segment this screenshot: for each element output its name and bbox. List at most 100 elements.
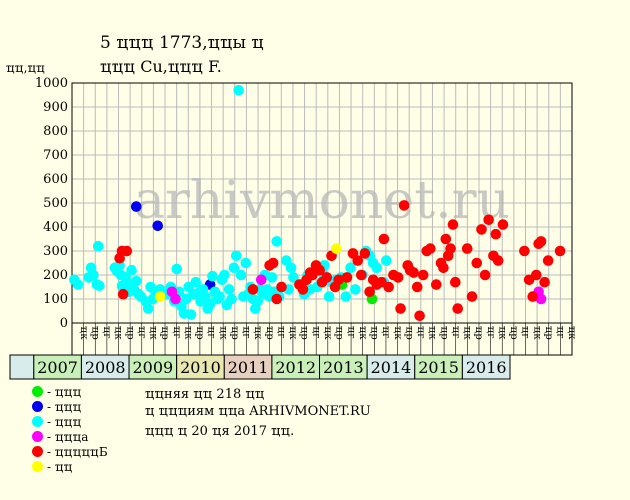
data-point [297, 284, 309, 295]
y-tick-label: 600 [43, 172, 68, 187]
data-point [142, 303, 154, 314]
data-point [126, 264, 137, 276]
x-category-label: ҵг [206, 326, 217, 339]
x-category-label: ҵр [473, 326, 484, 340]
data-point [414, 310, 425, 322]
x-category-label: ҵк [113, 326, 124, 340]
data-point [276, 281, 287, 293]
x-category-label: ҵр [299, 326, 310, 340]
y-tick-label: 300 [43, 244, 68, 259]
y-tick-label: 1000 [35, 76, 68, 91]
data-point [219, 269, 230, 281]
data-point [411, 281, 423, 293]
x-category-label: ҵк [252, 326, 263, 340]
data-point [233, 84, 244, 96]
data-point [330, 243, 342, 254]
data-point [355, 269, 367, 281]
data-point [121, 245, 133, 257]
legend-label: - ҵҵҵ [47, 385, 82, 399]
data-point [447, 219, 459, 230]
x-category-label: ҵр [159, 326, 170, 340]
y-tick-label: 0 [60, 316, 68, 331]
data-point [333, 274, 344, 286]
data-point [154, 291, 166, 302]
legend-swatch [32, 401, 43, 412]
year-label: 2007 [37, 358, 78, 377]
legend-item: - ҵҵҵа [32, 430, 88, 444]
data-point [398, 200, 410, 211]
x-category-label: ҵк [287, 326, 298, 340]
x-category-label: ҵк [496, 326, 507, 340]
x-category-label: ҵг [450, 326, 461, 339]
note-source: ҵ ҵҵҵиям ҵҵа ARHIVMONET.RU [145, 404, 371, 419]
data-point [554, 245, 566, 257]
data-point [492, 255, 504, 266]
data-point [226, 293, 237, 305]
note-date: ҵҵҵ ҵ 20 ҵя 2017 ҵҵ. [145, 424, 295, 439]
data-point [425, 243, 436, 254]
y-axis-label: ҵҵ,ҵҵ [6, 61, 45, 75]
data-point [497, 219, 509, 230]
x-category-label: ҵк [148, 326, 159, 340]
chart-title-line2: ҵҵҵ Cu,ҵҵҵ F. [100, 57, 222, 76]
data-point [255, 274, 267, 286]
data-point [247, 284, 259, 295]
data-point [130, 201, 142, 212]
year-label: 2010 [180, 358, 221, 377]
legend-label: - ҵҵҵ [47, 400, 82, 414]
x-category-label: ҵр [543, 326, 554, 340]
legend-item: - ҵҵ [32, 460, 72, 474]
data-point [152, 220, 164, 232]
year-label: 2013 [323, 358, 364, 377]
x-category-label: ҵр [334, 326, 345, 340]
year-label: 2016 [466, 358, 507, 377]
year-band: 2007 2008 2009 2010 2011 2012 2013 2014 2015 2016 [9, 354, 511, 380]
data-point [207, 270, 218, 282]
data-point [395, 303, 406, 314]
data-point [94, 280, 105, 292]
year-cell [128, 354, 178, 380]
year-cell [461, 354, 511, 380]
data-point [171, 263, 183, 275]
data-point [190, 276, 202, 288]
data-points [69, 84, 566, 322]
x-category-label: ҵг [101, 326, 112, 339]
x-category-label: ҵг [485, 326, 496, 339]
data-point [271, 236, 283, 247]
x-category-label: ҵк [566, 326, 577, 340]
data-point [288, 272, 299, 283]
x-category-strip [71, 322, 573, 356]
year-cell [176, 354, 225, 380]
data-point [240, 257, 252, 269]
x-category-label: ҵр [264, 326, 275, 340]
data-point [88, 269, 99, 281]
y-tick-label: 900 [43, 100, 68, 115]
data-point [542, 255, 554, 266]
data-point [214, 291, 225, 302]
y-tick-label: 100 [43, 292, 68, 307]
y-tick-label: 700 [43, 148, 68, 163]
data-point [235, 269, 247, 281]
y-tick-label: 200 [43, 268, 68, 283]
year-cell [80, 354, 130, 380]
year-label: 2012 [275, 358, 316, 377]
data-point [185, 309, 197, 320]
data-point [266, 272, 278, 283]
x-category-label: ҵк [392, 326, 403, 340]
x-category-label: ҵк [322, 326, 333, 340]
year-label: 2015 [418, 358, 459, 377]
data-point [380, 255, 392, 266]
data-point [417, 269, 429, 281]
y-tick-label: 800 [43, 124, 68, 139]
x-category-label: ҵр [89, 326, 100, 340]
data-point [440, 233, 452, 245]
data-point [450, 276, 461, 288]
x-category-label: ҵг [171, 326, 182, 339]
legend-swatch [32, 386, 43, 397]
year-cell [223, 354, 273, 380]
data-point [408, 267, 419, 278]
x-category-label: ҵг [555, 326, 566, 339]
data-point [228, 262, 240, 274]
x-category-label: ҵр [229, 326, 240, 340]
